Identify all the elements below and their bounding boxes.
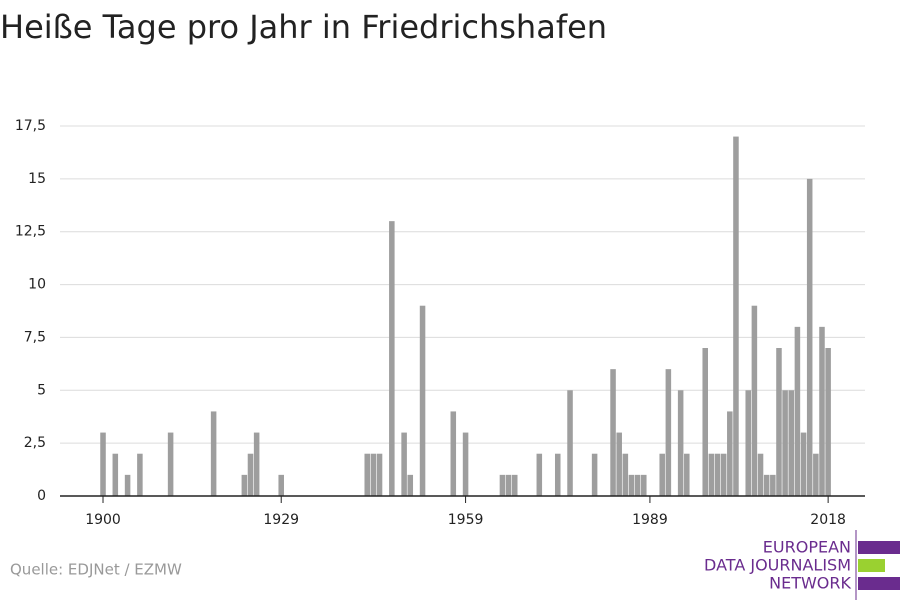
- bar: [702, 348, 708, 496]
- bar: [610, 369, 616, 496]
- bar: [782, 390, 788, 496]
- bar: [757, 453, 764, 496]
- bar: [210, 411, 217, 496]
- bar: [450, 411, 457, 496]
- bar: [714, 453, 721, 496]
- bar: [567, 390, 573, 496]
- bar: [665, 369, 672, 496]
- x-tick-label: 1929: [263, 512, 299, 528]
- bar: [167, 432, 174, 496]
- bar: [634, 474, 641, 496]
- bar: [659, 453, 665, 496]
- bar: [278, 474, 284, 496]
- bar: [788, 390, 795, 496]
- bar: [770, 474, 776, 496]
- x-tick-label: 2018: [810, 512, 846, 528]
- bar: [806, 178, 813, 496]
- bar: [745, 390, 752, 496]
- y-tick-label: 12,5: [15, 224, 46, 240]
- bar: [825, 348, 831, 496]
- bar: [727, 411, 733, 496]
- bar: [253, 432, 260, 496]
- bar: [677, 390, 684, 496]
- y-tick-label: 0: [37, 488, 46, 504]
- bar: [641, 474, 647, 496]
- bar: [389, 221, 395, 496]
- bar: [733, 136, 739, 497]
- bar: [622, 453, 629, 496]
- bar: [591, 453, 598, 496]
- bar: [505, 474, 512, 496]
- x-tick-label: 1959: [448, 512, 484, 528]
- bar: [112, 453, 119, 496]
- bar: [376, 453, 383, 496]
- bar: [720, 453, 727, 496]
- logo-text: DATA JOURNALISM: [704, 556, 851, 575]
- logo-text: EUROPEAN: [763, 538, 851, 557]
- logo-bar: [858, 559, 885, 572]
- bar: [800, 432, 807, 496]
- bar: [813, 453, 819, 496]
- bar: [554, 453, 561, 496]
- y-tick-label: 10: [28, 277, 46, 293]
- y-tick-label: 2,5: [24, 435, 46, 451]
- bar: [628, 474, 635, 496]
- bar: [462, 432, 469, 496]
- bar: [407, 474, 414, 496]
- bar: [364, 453, 371, 496]
- x-tick-label: 1989: [632, 512, 668, 528]
- bar: [419, 305, 426, 496]
- x-tick-label: 1900: [85, 512, 121, 528]
- bar: [241, 474, 248, 496]
- bar: [684, 453, 690, 496]
- bar: [751, 305, 758, 496]
- bar: [401, 432, 407, 496]
- y-tick-label: 7,5: [24, 329, 46, 345]
- bar: [708, 453, 715, 496]
- bar: [616, 432, 622, 496]
- logo-bar: [858, 541, 900, 554]
- bar: [247, 453, 254, 496]
- y-tick-label: 17,5: [15, 118, 46, 134]
- bar: [370, 453, 377, 496]
- logo-text: NETWORK: [769, 574, 851, 593]
- bar: [124, 474, 131, 496]
- bar: [511, 474, 518, 496]
- y-tick-label: 5: [37, 382, 46, 398]
- y-tick-label: 15: [28, 171, 46, 187]
- bar: [794, 326, 801, 496]
- bar: [819, 326, 825, 496]
- source: Quelle: EDJNet / EZMW: [10, 561, 182, 579]
- logo-bar: [858, 577, 900, 590]
- bar: [499, 474, 506, 496]
- bar: [776, 348, 782, 496]
- chart-title: Heiße Tage pro Jahr in Friedrichshafen: [0, 8, 607, 46]
- bar: [763, 474, 770, 496]
- bar: [100, 432, 106, 496]
- bar: [137, 453, 143, 496]
- bar: [536, 453, 543, 496]
